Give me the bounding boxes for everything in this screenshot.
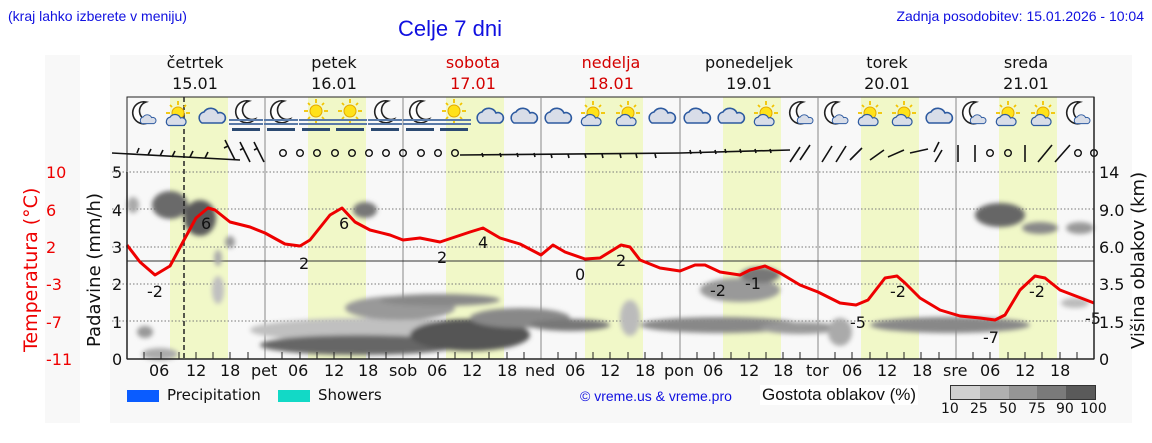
x-tick: 12 — [739, 361, 760, 380]
temperature-line — [125, 206, 1095, 322]
svg-text:-7: -7 — [983, 328, 999, 347]
svg-text:-2: -2 — [147, 282, 163, 301]
colorbar-tick: 10 — [941, 401, 959, 417]
precipitation-swatch — [127, 390, 159, 402]
colorbar-tick: 50 — [999, 401, 1017, 417]
svg-text:4: 4 — [478, 233, 488, 252]
temp-labels: -2 6 2 6 2 4 0 2 -2 -1 -5 -2 -7 -2 -5 — [147, 214, 1101, 347]
x-tick: 12 — [462, 361, 483, 380]
daylight-bands — [170, 97, 1057, 359]
svg-text:-1: -1 — [745, 274, 761, 293]
cloud-height-tick: 3.5 — [1099, 275, 1125, 294]
temp-tick: -7 — [46, 313, 62, 332]
x-tick: ned — [525, 361, 556, 380]
x-tick: 12 — [877, 361, 898, 380]
precip-tick: 5 — [112, 163, 123, 182]
temp-axis-panel — [45, 55, 80, 423]
cloud-density — [127, 191, 1094, 360]
day-header-5: torek 20.01 — [864, 53, 910, 93]
x-tick: 06 — [288, 361, 309, 380]
x-tick: 06 — [149, 361, 170, 380]
x-tick: 12 — [1015, 361, 1036, 380]
svg-text:-5: -5 — [850, 313, 866, 332]
precip-tick: 0 — [112, 350, 123, 369]
day-header-2: sobota 17.01 — [445, 53, 501, 93]
last-updated: Zadnja posodobitev: 15.01.2026 - 10:04 — [896, 8, 1144, 24]
precip-tick: 2 — [112, 275, 123, 294]
svg-text:6: 6 — [339, 214, 349, 233]
svg-text:-5: -5 — [1085, 309, 1101, 328]
x-tick: 06 — [842, 361, 863, 380]
temp-tick: -11 — [46, 350, 73, 369]
x-tick: 12 — [186, 361, 207, 380]
temp-tick: -3 — [46, 275, 62, 294]
x-tick: pon — [664, 361, 695, 380]
showers-swatch — [278, 390, 310, 402]
x-tick: 06 — [703, 361, 724, 380]
svg-text:0: 0 — [575, 265, 585, 284]
cloud-height-tick: 9.0 — [1099, 201, 1125, 220]
svg-text:2: 2 — [299, 254, 309, 273]
x-tick: 18 — [635, 361, 656, 380]
svg-text:-2: -2 — [710, 281, 726, 300]
day-header-1: petek 16.01 — [311, 53, 357, 93]
cloud-density-colorbar — [950, 385, 1096, 400]
x-tick: 06 — [565, 361, 586, 380]
precipitation-legend-label: Precipitation — [167, 386, 261, 404]
x-tick: 18 — [358, 361, 379, 380]
colorbar-tick: 100 — [1080, 401, 1107, 417]
day-header-0: četrtek 15.01 — [166, 53, 224, 93]
precip-tick: 4 — [112, 201, 123, 220]
day-header-6: sreda 21.01 — [1003, 53, 1049, 93]
x-tick: 18 — [220, 361, 241, 380]
cloud-height-tick: 14 — [1099, 163, 1120, 182]
temp-tick: 6 — [46, 201, 57, 220]
location-hint[interactable]: (kraj lahko izberete v meniju) — [8, 8, 187, 24]
x-tick: 12 — [324, 361, 345, 380]
page-title: Celje 7 dni — [398, 16, 502, 41]
x-minor-ticks — [143, 352, 1078, 359]
svg-text:-2: -2 — [890, 282, 906, 301]
cloud-height-tick: 6.0 — [1099, 238, 1125, 257]
cloud-density-title: Gostota oblakov (%) — [760, 385, 919, 405]
wind-barbs — [111, 139, 1098, 163]
copyright-link[interactable]: © vreme.us & vreme.pro — [580, 388, 732, 404]
x-tick: tor — [806, 361, 829, 380]
precip-tick: 1 — [112, 313, 123, 332]
x-tick: 18 — [497, 361, 518, 380]
x-tick: 18 — [1050, 361, 1071, 380]
colorbar-tick: 75 — [1028, 401, 1046, 417]
day-header-3: nedelja 18.01 — [581, 53, 641, 93]
x-tick: 12 — [600, 361, 621, 380]
temp-tick: 10 — [46, 163, 67, 182]
colorbar-tick: 90 — [1056, 401, 1074, 417]
x-tick: pet — [251, 361, 278, 380]
x-tick: 06 — [980, 361, 1001, 380]
svg-text:2: 2 — [616, 251, 626, 270]
cloud-height-tick: 1.5 — [1099, 313, 1125, 332]
showers-legend-label: Showers — [318, 386, 382, 404]
svg-text:6: 6 — [201, 214, 211, 233]
x-tick: 18 — [773, 361, 794, 380]
x-tick: sre — [943, 361, 968, 380]
x-tick: sob — [389, 361, 418, 380]
colorbar-tick: 25 — [970, 401, 988, 417]
cloud-height-tick: 0 — [1099, 350, 1110, 369]
x-tick: 18 — [912, 361, 933, 380]
precip-tick: 3 — [112, 238, 123, 257]
svg-text:-2: -2 — [1029, 282, 1045, 301]
day-header-4: ponedeljek 19.01 — [705, 53, 793, 93]
x-tick: 06 — [427, 361, 448, 380]
svg-text:2: 2 — [437, 248, 447, 267]
temp-tick: 2 — [46, 238, 57, 257]
